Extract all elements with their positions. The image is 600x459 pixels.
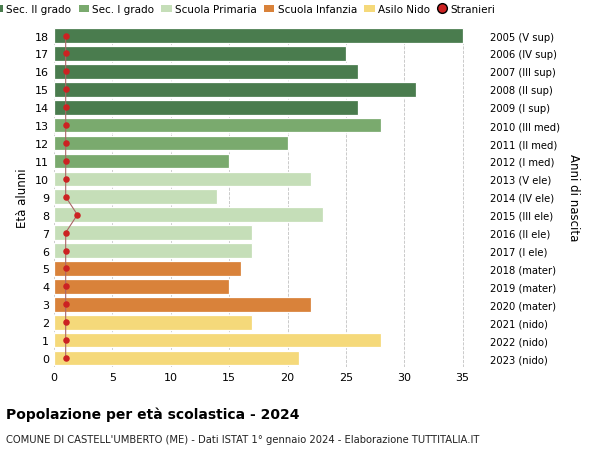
Bar	[54, 101, 358, 115]
Bar	[54, 29, 463, 44]
Point	[61, 104, 70, 112]
Bar	[54, 172, 311, 187]
Point	[61, 194, 70, 201]
Point	[61, 176, 70, 183]
Point	[61, 265, 70, 273]
Text: COMUNE DI CASTELL'UMBERTO (ME) - Dati ISTAT 1° gennaio 2024 - Elaborazione TUTTI: COMUNE DI CASTELL'UMBERTO (ME) - Dati IS…	[6, 434, 479, 444]
Point	[61, 86, 70, 94]
Point	[61, 319, 70, 326]
Bar	[54, 262, 241, 276]
Point	[61, 230, 70, 237]
Bar	[54, 351, 299, 365]
Point	[61, 140, 70, 147]
Point	[61, 158, 70, 165]
Bar	[54, 190, 217, 205]
Bar	[54, 154, 229, 169]
Bar	[54, 297, 311, 312]
Point	[61, 50, 70, 58]
Bar	[54, 333, 381, 348]
Y-axis label: Età alunni: Età alunni	[16, 168, 29, 227]
Point	[61, 122, 70, 129]
Point	[61, 355, 70, 362]
Bar	[54, 280, 229, 294]
Point	[61, 337, 70, 344]
Bar	[54, 136, 287, 151]
Bar	[54, 118, 381, 133]
Bar	[54, 208, 323, 223]
Bar	[54, 65, 358, 79]
Bar	[54, 226, 253, 241]
Point	[61, 301, 70, 308]
Point	[61, 283, 70, 291]
Bar	[54, 244, 253, 258]
Point	[61, 33, 70, 40]
Bar	[54, 83, 416, 97]
Legend: Sec. II grado, Sec. I grado, Scuola Primaria, Scuola Infanzia, Asilo Nido, Stran: Sec. II grado, Sec. I grado, Scuola Prim…	[0, 0, 500, 19]
Y-axis label: Anni di nascita: Anni di nascita	[566, 154, 580, 241]
Point	[61, 247, 70, 255]
Point	[61, 68, 70, 76]
Text: Popolazione per età scolastica - 2024: Popolazione per età scolastica - 2024	[6, 406, 299, 421]
Bar	[54, 315, 253, 330]
Bar	[54, 47, 346, 62]
Point	[73, 212, 82, 219]
